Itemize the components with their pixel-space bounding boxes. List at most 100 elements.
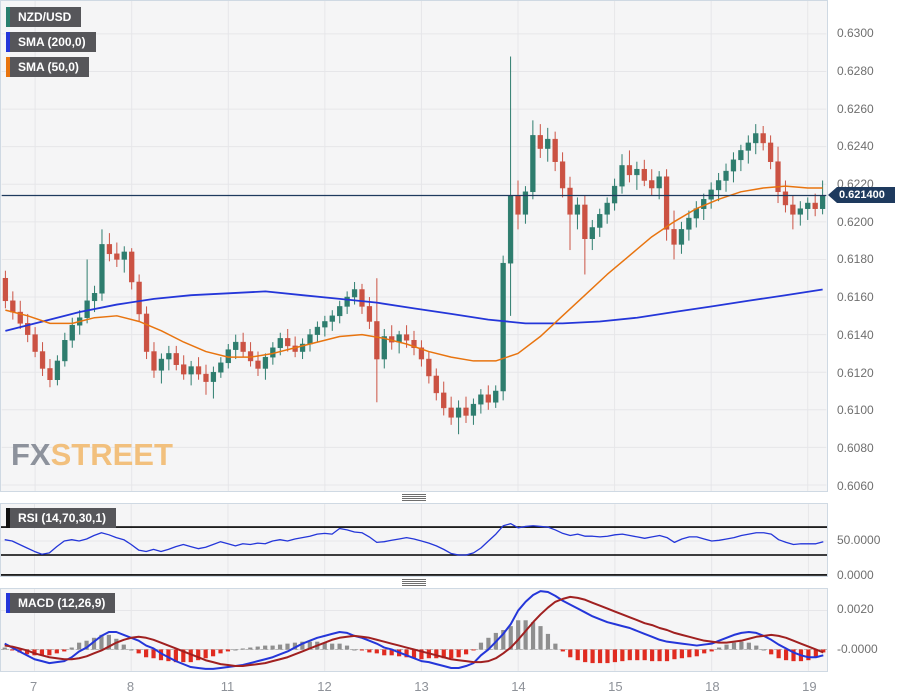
candle-body	[522, 191, 529, 215]
candle-body	[797, 208, 803, 215]
macd-histogram-bar	[389, 649, 394, 656]
candle-body	[25, 323, 31, 335]
macd-histogram-bar	[463, 649, 469, 655]
macd-histogram-bar	[672, 649, 677, 660]
candle-body	[69, 324, 75, 341]
candle-body	[99, 244, 105, 294]
macd-histogram-bar	[702, 649, 707, 654]
candle-body	[47, 368, 53, 380]
price-tick-label: 0.6080	[837, 441, 874, 456]
macd-histogram-bar	[508, 626, 513, 650]
macd-histogram-bar	[620, 649, 625, 662]
macd-histogram-bar	[248, 647, 253, 650]
macd-histogram-bar	[91, 637, 97, 650]
legend-macd-chip[interactable]: MACD (12,26,9)	[6, 593, 116, 613]
candle-body	[582, 204, 588, 240]
candle-body	[819, 195, 826, 209]
legend-sma200-label: SMA (200,0)	[18, 35, 86, 49]
macd-histogram-bar	[69, 647, 74, 650]
macd-histogram-bar	[300, 641, 305, 650]
candle-body	[106, 244, 113, 255]
macd-signal-line	[4, 595, 824, 668]
candle-body	[322, 321, 328, 328]
macd-histogram-bar	[270, 645, 275, 650]
macd-histogram-bar	[419, 649, 424, 660]
watermark-street: STREET	[50, 437, 173, 472]
date-tick-label: 11	[220, 679, 235, 694]
candle-body	[54, 360, 61, 380]
macd-histogram-bar	[158, 649, 164, 661]
candle-body	[723, 170, 729, 181]
candle-body	[143, 313, 150, 352]
legend-sma50-chip[interactable]: SMA (50,0)	[6, 57, 89, 77]
candle-body	[181, 364, 187, 375]
candle-body	[218, 362, 224, 373]
macd-histogram-bar	[203, 649, 208, 659]
macd-histogram-bar	[181, 649, 186, 663]
macd-histogram-bar	[99, 634, 104, 650]
candle-body	[114, 253, 120, 260]
macd-histogram-bar	[590, 649, 595, 664]
legend-macd-label: MACD (12,26,9)	[18, 596, 106, 610]
price-tick-label: 0.6160	[837, 290, 874, 305]
candle-body	[441, 392, 447, 409]
macd-histogram-bar	[263, 645, 268, 650]
legend-rsi-chip[interactable]: RSI (14,70,30,1)	[6, 508, 117, 528]
macd-histogram-bar	[404, 649, 409, 658]
macd-histogram-bar	[225, 649, 231, 652]
macd-histogram-bar	[709, 649, 714, 652]
candle-body	[299, 343, 306, 352]
candle-body	[767, 142, 774, 162]
macd-panel: MACD (12,26,9)	[0, 588, 828, 672]
macd-histogram-bar	[538, 626, 543, 650]
candle-body	[448, 407, 454, 418]
candle-body	[530, 135, 536, 193]
macd-histogram-bar	[501, 630, 506, 650]
macd-histogram-bar	[516, 620, 521, 650]
price-chart-canvas[interactable]	[1, 1, 827, 491]
watermark-fx: FX	[11, 437, 51, 472]
candle-body	[775, 161, 781, 193]
price-tick-label: 0.6300	[837, 26, 874, 41]
date-tick-label: 14	[511, 679, 526, 694]
macd-histogram-bar	[77, 642, 82, 650]
price-tick-label: 0.6200	[837, 214, 874, 229]
macd-histogram-bar	[650, 649, 655, 662]
candle-body	[515, 195, 521, 215]
candle-body	[634, 168, 640, 176]
macd-histogram-bar	[597, 649, 603, 664]
candle-body	[649, 180, 655, 189]
macd-histogram-bar	[277, 644, 283, 650]
macd-histogram-bar	[367, 649, 372, 653]
date-tick-label: 12	[317, 679, 332, 694]
panel-resize-handle-rsi[interactable]	[402, 494, 426, 501]
candle-body	[463, 407, 469, 416]
candle-body	[307, 334, 313, 345]
macd-histogram-bar	[642, 649, 647, 661]
macd-histogram-bar	[694, 649, 699, 657]
macd-histogram-bar	[359, 649, 365, 651]
macd-histogram-bar	[330, 643, 335, 650]
macd-histogram-bar	[783, 649, 789, 661]
legend-sma200-chip[interactable]: SMA (200,0)	[6, 32, 96, 52]
macd-histogram-bar	[24, 649, 30, 655]
macd-histogram-bar	[240, 648, 245, 650]
macd-histogram-bar	[196, 649, 201, 661]
candle-body	[663, 176, 670, 230]
panel-resize-handle-macd[interactable]	[402, 579, 426, 586]
macd-histogram-bar	[791, 649, 796, 662]
macd-histogram-bar	[307, 641, 312, 650]
candle-body	[597, 214, 603, 228]
macd-histogram-bar	[568, 649, 573, 658]
legend-rsi-label: RSI (14,70,30,1)	[18, 511, 107, 525]
macd-histogram-bar	[806, 649, 811, 661]
legend-symbol-chip[interactable]: NZD/USD	[6, 7, 82, 27]
macd-histogram-bar	[337, 643, 342, 650]
macd-histogram-bar	[144, 649, 149, 658]
macd-histogram-bar	[188, 649, 193, 663]
rsi-chart-canvas[interactable]	[1, 504, 827, 576]
date-axis: 7 8 11 12 13 14 15 18 19	[0, 672, 828, 697]
candle-body	[812, 202, 818, 209]
candle-body	[314, 326, 321, 335]
macd-chart-canvas[interactable]	[1, 589, 827, 671]
